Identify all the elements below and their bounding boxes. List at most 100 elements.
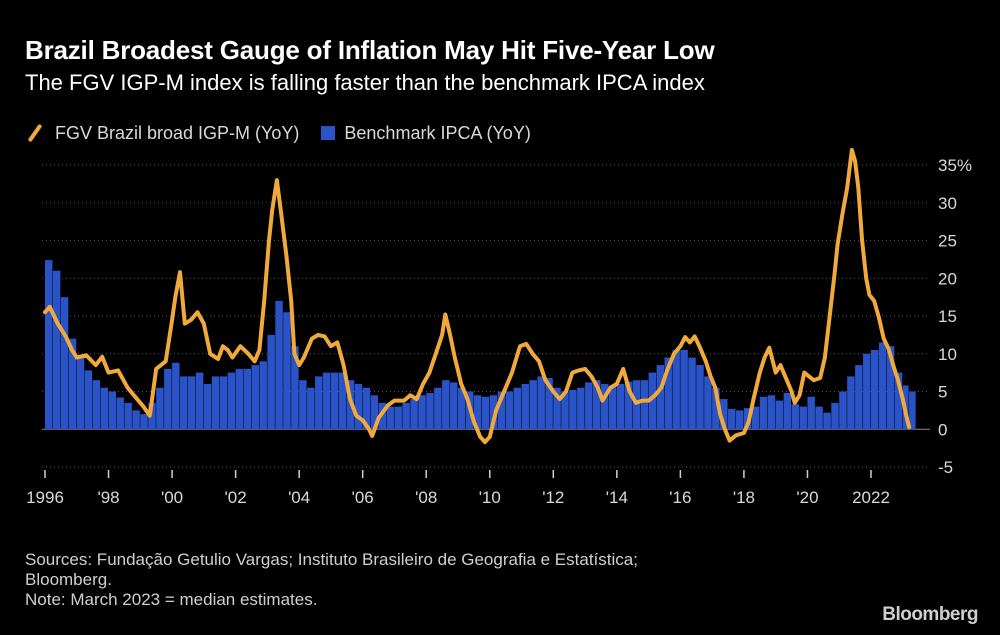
ipca-bar <box>680 349 688 430</box>
ipca-bar <box>735 410 744 430</box>
x-tick-label: '06 <box>352 488 374 507</box>
ipca-bar <box>799 406 807 430</box>
x-tick-label: '04 <box>288 488 310 507</box>
ipca-bar <box>473 395 482 430</box>
ipca-bar <box>52 270 61 430</box>
ipca-bar <box>275 300 283 430</box>
ipca-bar <box>251 365 259 430</box>
ipca-bar <box>855 365 863 430</box>
legend: FGV Brazil broad IGP-M (YoY) Benchmark I… <box>25 121 553 145</box>
ipca-bar <box>227 372 236 430</box>
ipca-bar <box>315 376 323 430</box>
ipca-bar <box>664 357 672 430</box>
ipca-bar <box>791 404 800 430</box>
ipca-bar <box>338 372 347 430</box>
legend-label-ipca: Benchmark IPCA (YoY) <box>344 122 531 143</box>
ipca-bar <box>894 372 903 430</box>
ipca-bar <box>219 376 228 430</box>
x-tick-label: '08 <box>415 488 437 507</box>
ipca-bar <box>831 402 839 430</box>
ipca-bar <box>458 387 466 430</box>
ipca-bar <box>648 372 657 430</box>
ipca-bar <box>267 334 275 430</box>
ipca-bar <box>410 399 418 430</box>
ipca-bar <box>553 387 561 430</box>
ipca-bar <box>839 391 847 430</box>
ipca-bar <box>195 372 204 430</box>
y-tick-label: -5 <box>938 458 953 477</box>
ipca-bar <box>616 383 625 430</box>
ipca-bar <box>76 357 85 430</box>
ipca-bar <box>172 362 180 430</box>
ipca-bar <box>672 349 680 430</box>
ipca-bar <box>775 400 784 430</box>
x-axis-ticks: 1996 '98 '00 '02 '04 '06 '08 '10 '12 '14 '16 '18 '20… <box>26 470 890 507</box>
x-tick-label: '12 <box>542 488 564 507</box>
ipca-bar <box>418 395 426 430</box>
ipca-bar <box>108 391 116 430</box>
ipca-bar <box>497 391 506 430</box>
ipca-bar <box>180 376 188 430</box>
ipca-bar <box>823 412 831 430</box>
ipca-bar <box>585 382 593 430</box>
ipca-bar <box>593 380 601 430</box>
ipca-bar <box>84 370 93 430</box>
ipca-bar <box>243 368 251 430</box>
legend-item-igpm: FGV Brazil broad IGP-M (YoY) <box>25 123 299 144</box>
ipca-bar <box>561 391 569 430</box>
ipca-bar <box>513 387 522 430</box>
y-tick-label: 15 <box>938 307 957 326</box>
ipca-bar <box>624 381 633 430</box>
ipca-bar <box>322 372 331 430</box>
ipca-bar <box>569 389 577 430</box>
legend-label-igpm: FGV Brazil broad IGP-M (YoY) <box>55 122 300 143</box>
x-tick-label: '00 <box>161 488 183 507</box>
sources-line-2: Bloomberg. <box>25 570 112 589</box>
ipca-bar <box>720 399 728 430</box>
ipca-bar <box>521 383 529 430</box>
ipca-bar <box>529 380 537 430</box>
ipca-bar <box>783 393 792 430</box>
y-tick-label: 35% <box>938 156 972 175</box>
ipca-bar <box>148 402 156 430</box>
ipca-bar <box>751 406 760 430</box>
x-tick-label: '14 <box>606 488 628 507</box>
x-tick-label: '98 <box>97 488 119 507</box>
ipca-bar <box>442 380 450 430</box>
ipca-bar <box>600 383 609 430</box>
ipca-bar <box>656 365 664 430</box>
ipca-bar <box>370 395 379 430</box>
ipca-bar <box>259 361 267 430</box>
ipca-bar <box>688 357 696 430</box>
ipca-bar <box>299 380 307 430</box>
igpm-line <box>43 147 912 445</box>
ipca-bar <box>60 297 69 430</box>
x-tick-label: '16 <box>669 488 691 507</box>
ipca-bar <box>489 395 498 430</box>
ipca-bar <box>712 387 720 430</box>
ipca-bar <box>354 383 363 430</box>
ipca-bar <box>909 391 916 430</box>
ipca-bar <box>886 346 895 430</box>
ipca-bar <box>235 368 244 430</box>
ipca-bar <box>434 387 442 430</box>
ipca-bar <box>863 353 871 430</box>
ipca-bar <box>116 397 124 430</box>
ipca-bar <box>767 395 776 430</box>
ipca-bar <box>871 349 879 430</box>
ipca-bar <box>203 383 212 430</box>
footer: Sources: Fundação Getulio Vargas; Instit… <box>25 550 725 610</box>
ipca-bar <box>124 402 132 430</box>
x-tick-label: '02 <box>225 488 247 507</box>
ipca-bar <box>815 406 823 430</box>
ipca-bar <box>426 393 434 430</box>
ipca-bar <box>728 408 736 430</box>
x-tick-label: '10 <box>479 488 501 507</box>
note: Note: March 2023 = median estimates. <box>25 590 318 609</box>
ipca-bar <box>283 312 291 430</box>
ipca-bar <box>505 391 514 430</box>
x-tick-label: 1996 <box>26 488 64 507</box>
ipca-bar <box>704 376 712 430</box>
ipca-bar <box>45 260 53 430</box>
